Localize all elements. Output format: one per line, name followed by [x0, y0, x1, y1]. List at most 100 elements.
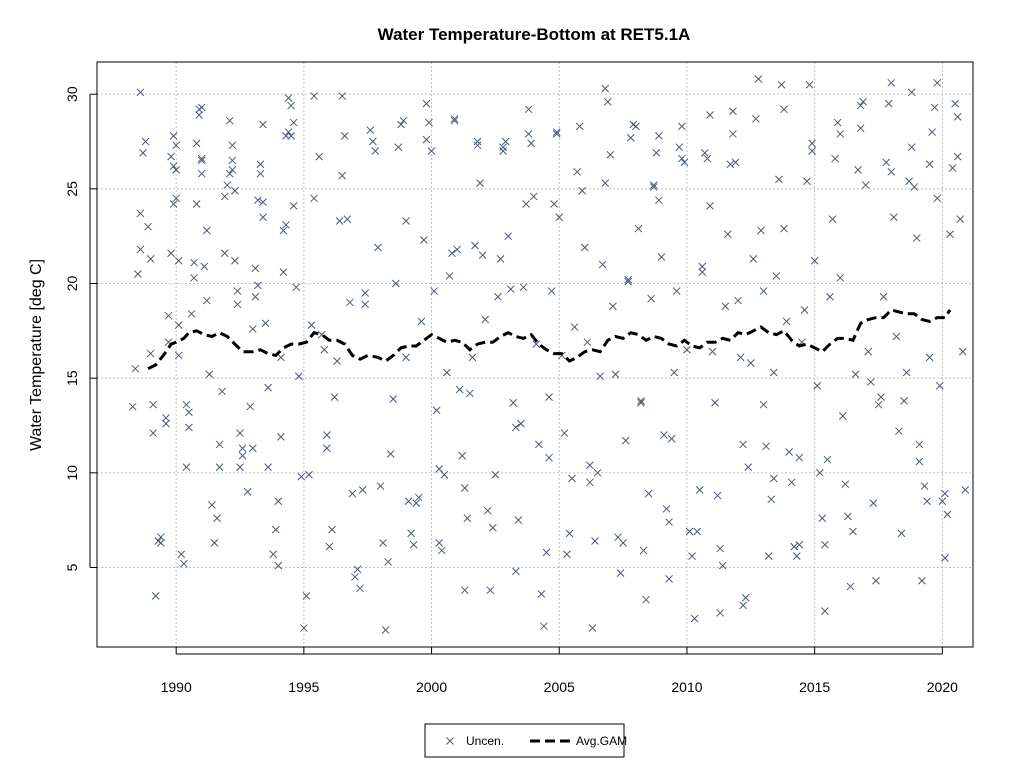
- grid: [97, 62, 973, 647]
- data-point: [151, 592, 160, 600]
- data-point: [649, 183, 658, 191]
- data-point: [182, 463, 191, 471]
- data-point: [575, 122, 584, 131]
- data-point: [328, 525, 336, 534]
- data-point: [662, 504, 671, 513]
- data-point: [177, 550, 186, 559]
- data-point: [476, 179, 484, 188]
- data-point: [483, 506, 492, 515]
- y-tick-label: 10: [64, 465, 80, 481]
- data-point: [463, 514, 472, 523]
- data-point: [703, 154, 712, 163]
- data-point: [386, 450, 395, 458]
- data-point: [769, 474, 778, 483]
- data-point: [534, 440, 543, 449]
- data-point: [455, 385, 464, 394]
- scatter-points: [128, 75, 970, 634]
- data-point: [910, 183, 919, 191]
- data-point: [586, 478, 594, 487]
- data-point: [941, 554, 949, 562]
- data-point: [172, 194, 181, 203]
- data-point: [946, 230, 954, 239]
- data-point: [930, 103, 939, 112]
- data-point: [174, 321, 183, 330]
- data-point: [491, 470, 500, 479]
- data-point: [831, 154, 839, 163]
- chart-title: Water Temperature-Bottom at RET5.1A: [378, 25, 691, 44]
- data-point: [861, 181, 870, 189]
- data-point: [284, 94, 293, 102]
- data-point: [190, 273, 198, 282]
- data-point: [274, 497, 283, 506]
- data-point: [366, 126, 375, 135]
- data-point: [251, 292, 260, 301]
- data-point: [238, 444, 247, 453]
- data-point: [228, 141, 237, 150]
- data-point: [637, 398, 645, 407]
- data-point: [626, 133, 635, 142]
- data-point: [338, 171, 347, 180]
- legend-x-marker: [446, 737, 454, 745]
- data-point: [887, 167, 896, 176]
- data-point: [192, 200, 201, 208]
- data-point: [356, 584, 364, 593]
- data-point: [136, 209, 145, 218]
- data-point: [397, 120, 405, 129]
- data-point: [670, 368, 679, 377]
- data-point: [522, 200, 530, 208]
- data-point: [141, 137, 150, 146]
- data-point: [792, 552, 801, 560]
- data-point: [509, 398, 518, 407]
- data-point: [417, 317, 426, 326]
- data-point: [307, 321, 316, 330]
- y-tick-label: 25: [64, 181, 80, 197]
- data-point: [343, 215, 352, 223]
- data-point: [698, 268, 707, 276]
- data-point: [815, 468, 824, 477]
- data-point: [389, 395, 398, 403]
- data-point: [624, 275, 633, 284]
- data-point: [759, 400, 768, 409]
- data-point: [310, 92, 318, 100]
- data-point: [384, 557, 393, 566]
- data-point: [818, 514, 827, 523]
- data-point: [918, 576, 926, 585]
- data-point: [376, 482, 385, 490]
- data-point: [277, 433, 285, 441]
- data-point: [706, 111, 714, 119]
- data-point: [358, 486, 367, 494]
- data-point: [884, 99, 893, 108]
- data-point: [606, 150, 615, 159]
- data-point: [734, 296, 742, 305]
- data-point: [757, 226, 765, 235]
- data-point: [529, 192, 538, 201]
- data-point: [248, 444, 257, 453]
- data-point: [162, 419, 170, 428]
- data-point: [780, 105, 788, 114]
- data-point: [823, 455, 832, 464]
- data-point: [838, 412, 847, 420]
- data-point: [271, 525, 280, 534]
- data-point: [889, 213, 898, 222]
- data-point: [941, 489, 949, 498]
- data-point: [677, 154, 686, 163]
- data-point: [435, 539, 444, 547]
- data-point: [736, 353, 745, 362]
- data-point: [218, 387, 226, 396]
- data-point: [603, 97, 612, 106]
- data-point: [749, 255, 758, 263]
- data-point: [593, 468, 602, 477]
- data-point: [524, 130, 533, 138]
- data-point: [185, 423, 193, 432]
- data-point: [907, 88, 916, 97]
- data-point: [915, 440, 924, 449]
- data-point: [545, 393, 553, 401]
- data-point: [353, 565, 362, 574]
- gam-line: [147, 308, 952, 371]
- data-point: [790, 542, 799, 551]
- data-point: [560, 429, 569, 437]
- data-point: [131, 364, 140, 373]
- data-point: [716, 609, 725, 617]
- data-point: [254, 196, 262, 205]
- data-point: [598, 260, 607, 269]
